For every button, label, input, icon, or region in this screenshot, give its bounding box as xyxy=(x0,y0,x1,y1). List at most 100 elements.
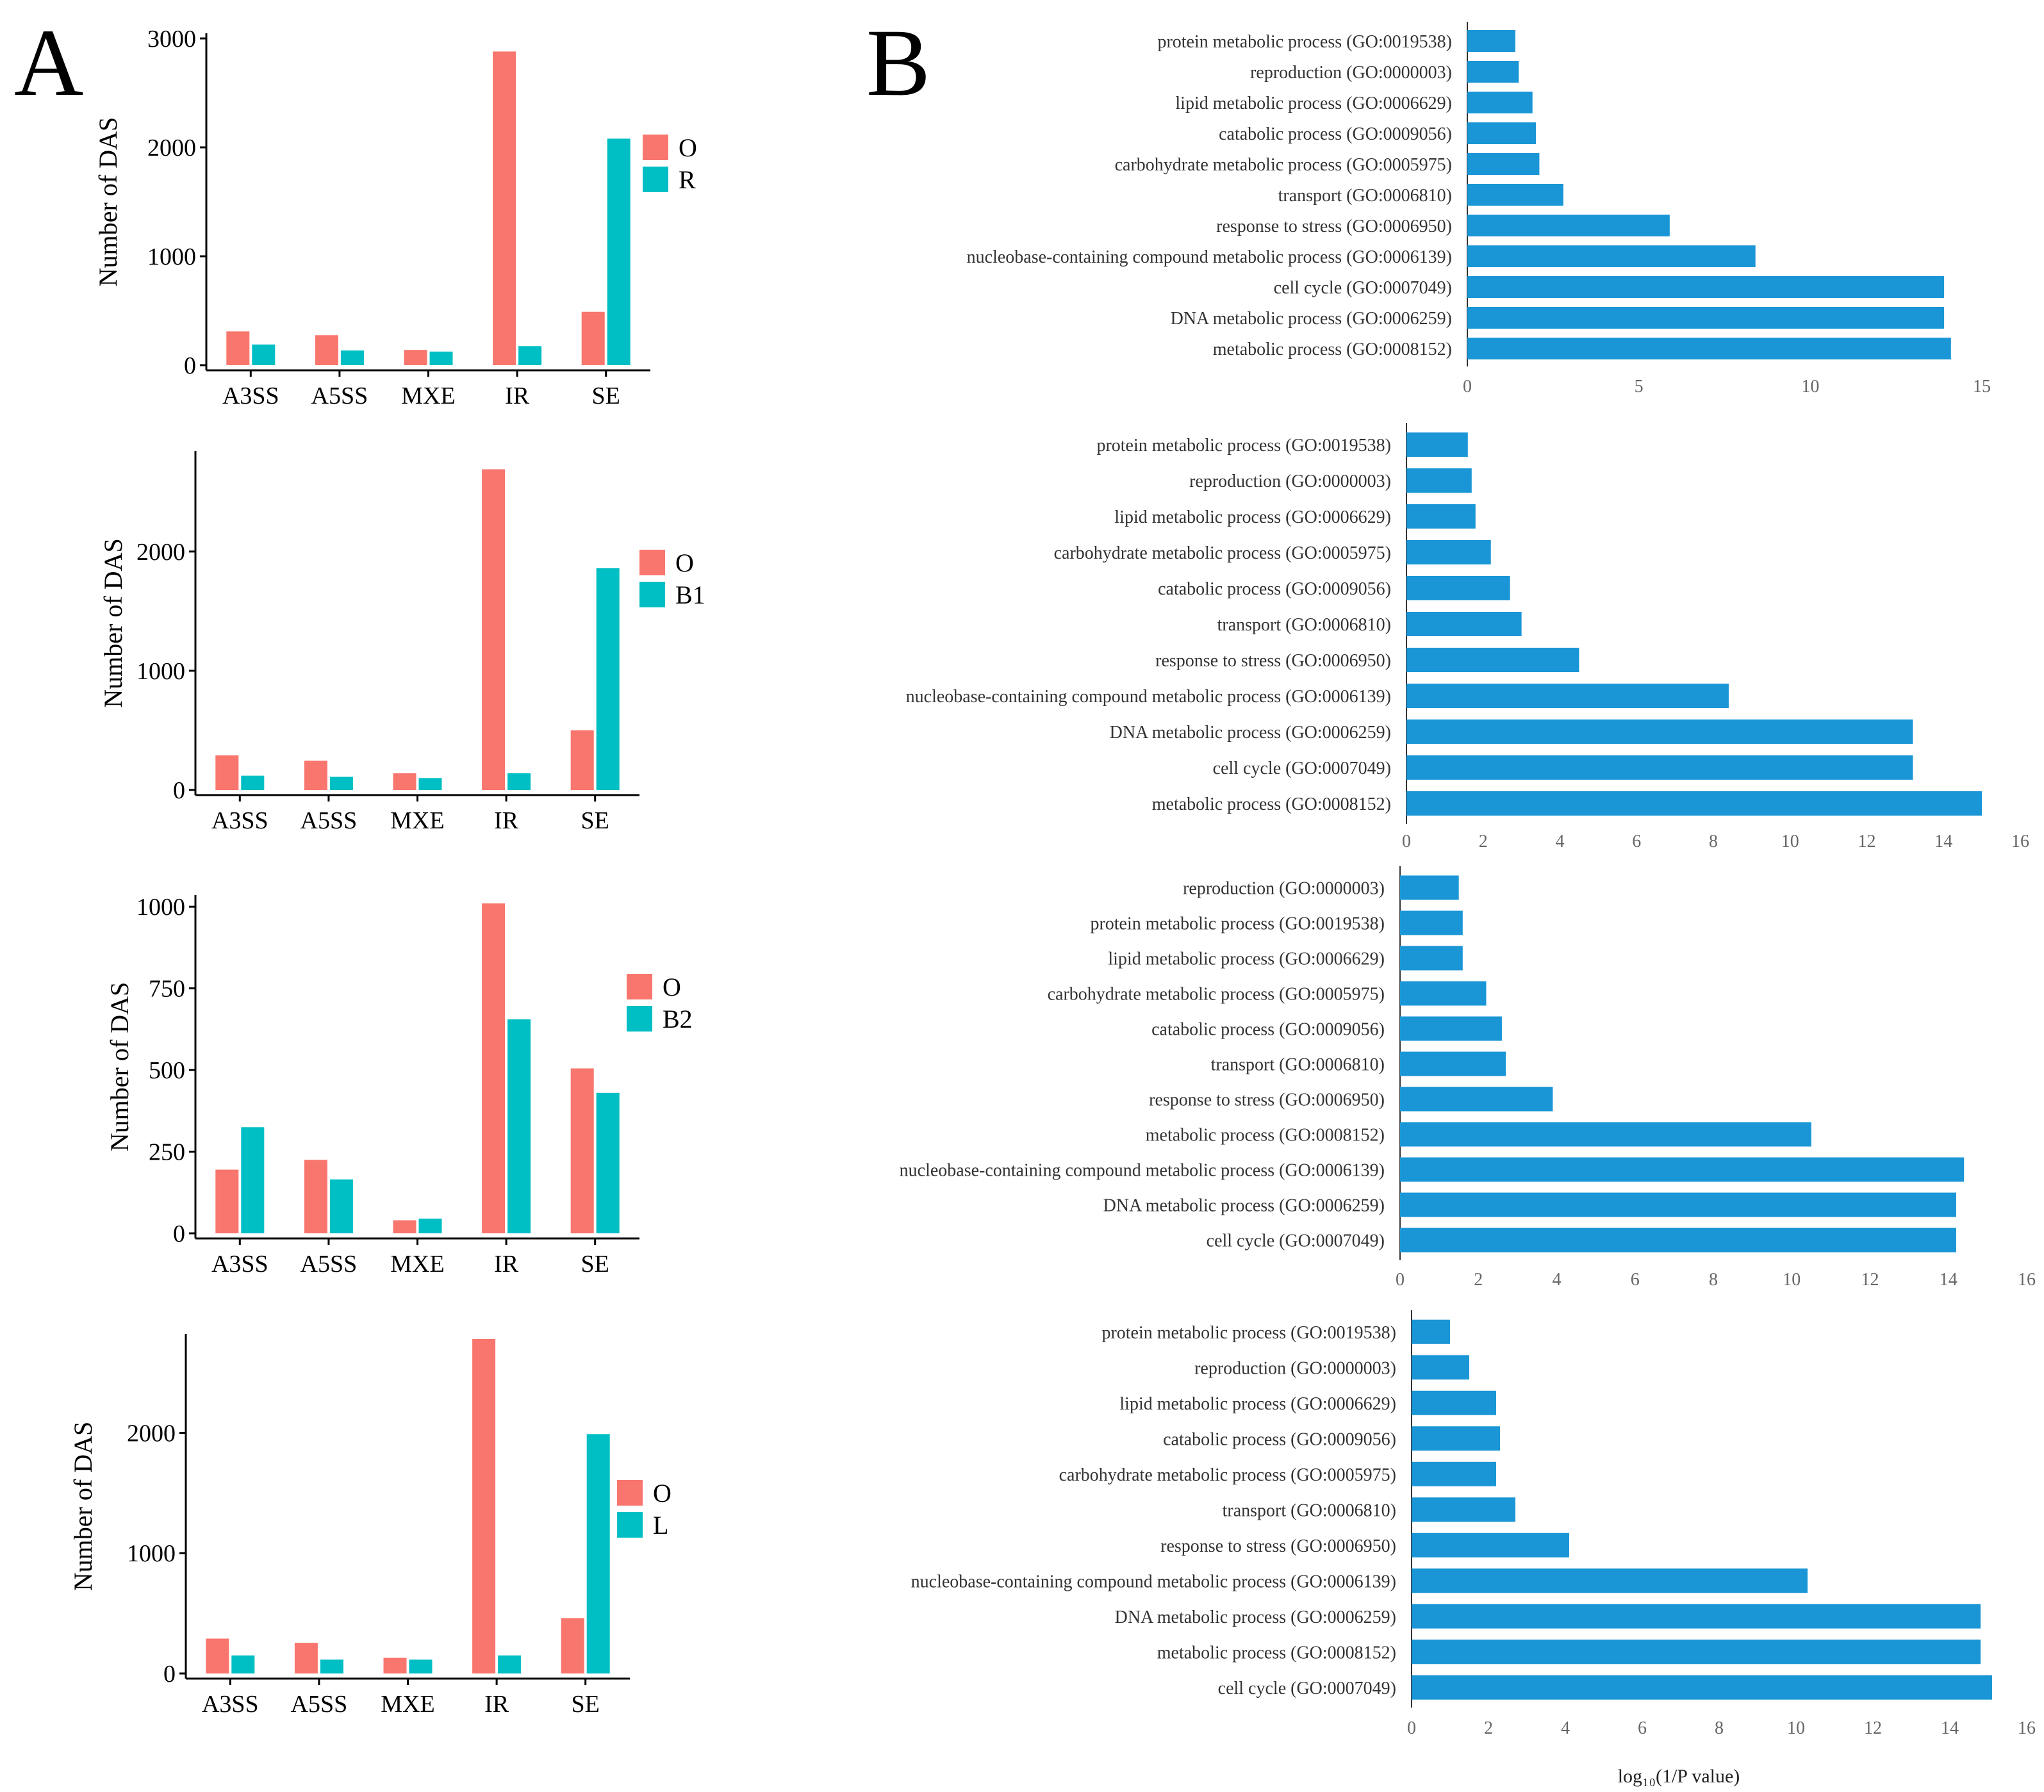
y-tick-label: 2000 xyxy=(127,1420,176,1447)
x-tick-label: 16 xyxy=(2018,1270,2036,1290)
bar-o xyxy=(482,903,506,1233)
go-bar xyxy=(1400,1051,1506,1076)
go-bar xyxy=(1406,755,1913,780)
x-tick-label: MXE xyxy=(390,1251,444,1278)
y-tick-label: 2000 xyxy=(136,539,185,566)
go-term-label: protein metabolic process (GO:0019538) xyxy=(1090,914,1385,934)
bar-o xyxy=(561,1618,584,1673)
legend-label: B2 xyxy=(663,1005,693,1033)
x-axis-title: log₁₀(1/P value) xyxy=(1618,1766,1740,1787)
go-term-label: response to stress (GO:0006950) xyxy=(1149,1090,1385,1110)
x-tick-label: 16 xyxy=(2018,1718,2036,1738)
bar-r xyxy=(252,344,276,365)
go-term-label: protein metabolic process (GO:0019538) xyxy=(1096,436,1391,456)
bar-o xyxy=(570,1068,594,1233)
go-bar xyxy=(1412,1568,1808,1593)
bar-o xyxy=(226,331,250,365)
go-term-label: response to stress (GO:0006950) xyxy=(1160,1536,1396,1556)
go-term-label: catabolic process (GO:0009056) xyxy=(1151,1020,1385,1040)
go-term-label: transport (GO:0006810) xyxy=(1278,186,1452,206)
bar-o xyxy=(315,335,338,365)
bar-o xyxy=(482,469,506,790)
go-term-label: response to stress (GO:0006950) xyxy=(1216,217,1452,236)
x-tick-label: 2 xyxy=(1484,1718,1493,1738)
go-bar xyxy=(1467,184,1563,206)
legend-swatch-o xyxy=(643,135,668,160)
go-term-label: carbohydrate metabolic process (GO:00059… xyxy=(1115,155,1452,175)
legend-label: R xyxy=(679,165,696,194)
bar-o xyxy=(570,730,594,790)
bar-o xyxy=(404,350,427,365)
y-tick-label: 1000 xyxy=(136,894,185,921)
y-tick-label: 0 xyxy=(173,1221,185,1247)
go-bar xyxy=(1412,1461,1496,1486)
y-tick-label: 1000 xyxy=(136,658,185,685)
x-tick-label: 8 xyxy=(1709,832,1718,851)
go-bar xyxy=(1400,1122,1811,1147)
bar-o xyxy=(304,760,327,790)
panel-label-a: A xyxy=(14,10,83,116)
x-tick-label: 10 xyxy=(1787,1718,1805,1738)
x-tick-label: IR xyxy=(505,382,530,409)
x-tick-label: MXE xyxy=(401,382,455,409)
bar-o xyxy=(393,773,416,790)
x-tick-label: 0 xyxy=(1402,832,1411,851)
bar-b2 xyxy=(596,1092,620,1233)
bar-l xyxy=(320,1659,343,1673)
y-tick-label: 0 xyxy=(184,352,196,379)
go-bar xyxy=(1467,122,1537,144)
bar-l xyxy=(409,1659,433,1673)
x-tick-label: 5 xyxy=(1635,377,1644,397)
x-tick-label: A3SS xyxy=(202,1691,259,1718)
x-tick-label: MXE xyxy=(390,807,444,834)
go-bar xyxy=(1467,30,1515,52)
x-tick-label: SE xyxy=(581,1251,609,1278)
go-term-label: carbohydrate metabolic process (GO:00059… xyxy=(1059,1465,1396,1485)
go-term-label: protein metabolic process (GO:0019538) xyxy=(1101,1323,1396,1343)
go-bar xyxy=(1400,875,1459,900)
go-term-label: carbohydrate metabolic process (GO:00059… xyxy=(1048,985,1385,1005)
x-tick-label: A5SS xyxy=(291,1691,348,1718)
x-tick-label: 12 xyxy=(1858,832,1876,851)
x-tick-label: 4 xyxy=(1556,832,1565,851)
bar-b1 xyxy=(241,775,265,790)
bar-b2 xyxy=(329,1179,353,1233)
x-tick-label: 16 xyxy=(2011,832,2029,851)
y-tick-label: 1000 xyxy=(127,1540,176,1567)
bar-r xyxy=(429,351,453,365)
bar-o xyxy=(383,1657,407,1673)
y-tick-label: 3000 xyxy=(147,26,196,53)
go-bar xyxy=(1412,1426,1500,1451)
go-bar xyxy=(1467,153,1540,175)
go-term-label: cell cycle (GO:0007049) xyxy=(1274,278,1452,298)
bar-o xyxy=(206,1638,229,1673)
x-tick-label: 10 xyxy=(1781,832,1799,851)
go-bar xyxy=(1406,719,1913,744)
go-bar xyxy=(1400,981,1487,1006)
x-tick-label: 8 xyxy=(1715,1718,1724,1738)
legend-label: O xyxy=(679,133,697,162)
legend-swatch-o xyxy=(627,974,652,999)
x-tick-label: IR xyxy=(494,1251,519,1278)
go-bar xyxy=(1406,684,1729,708)
x-tick-label: 10 xyxy=(1801,377,1819,397)
y-tick-label: 1000 xyxy=(147,243,196,270)
x-tick-label: A3SS xyxy=(211,1251,268,1278)
legend-swatch-o xyxy=(617,1480,643,1506)
bar-b2 xyxy=(507,1019,531,1233)
x-tick-label: 6 xyxy=(1631,1270,1640,1290)
go-bar xyxy=(1400,1192,1956,1217)
bar-o xyxy=(493,51,516,366)
y-axis-title: Number of DAS xyxy=(105,982,134,1151)
go-bar xyxy=(1467,215,1670,236)
go-bar xyxy=(1467,245,1756,267)
y-axis-title: Number of DAS xyxy=(99,538,128,707)
x-tick-label: IR xyxy=(494,807,519,834)
x-tick-label: 4 xyxy=(1561,1718,1570,1738)
go-bar xyxy=(1400,1228,1956,1253)
bar-o xyxy=(581,311,605,365)
go-bar xyxy=(1467,61,1519,83)
x-tick-label: A5SS xyxy=(311,382,368,409)
